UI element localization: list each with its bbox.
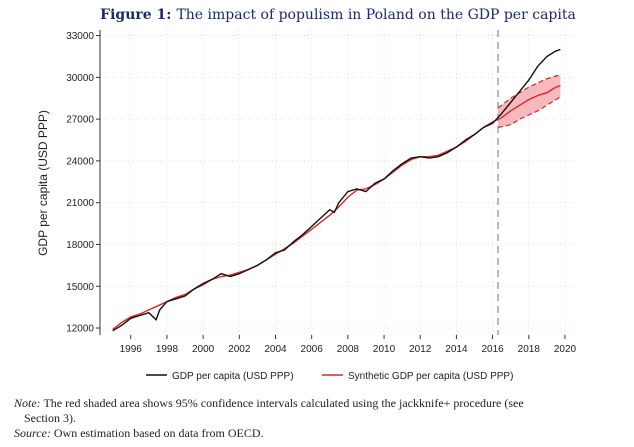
source-line: Source: Own estimation based on data fro… <box>14 426 624 441</box>
series-synthetic-gdp <box>112 85 561 330</box>
x-tick-label: 2002 <box>228 344 251 355</box>
y-tick-label: 12000 <box>66 324 94 335</box>
note-text-cont: Section 3). <box>24 411 76 425</box>
y-tick-label: 24000 <box>66 156 94 167</box>
y-ticks: 12000 15000 18000 21000 24000 27000 30000 33000 <box>66 31 100 335</box>
note-label: Note: <box>14 396 41 410</box>
x-tick-label: 1996 <box>120 344 143 355</box>
plot-area: 12000 15000 18000 21000 24000 27000 30000 33000… <box>66 30 577 355</box>
x-tick-label: 2006 <box>301 344 324 355</box>
source-text: Own estimation based on data from OECD. <box>53 426 264 440</box>
x-tick-label: 2004 <box>264 344 287 355</box>
x-tick-label: 2012 <box>409 344 432 355</box>
figure-notes: Note: The red shaded area shows 95% conf… <box>14 396 624 441</box>
x-tick-label: 2018 <box>518 344 541 355</box>
x-tick-label: 2000 <box>192 344 215 355</box>
y-tick-label: 33000 <box>66 31 94 42</box>
source-label: Source: <box>14 426 51 440</box>
x-tick-label: 2010 <box>373 344 396 355</box>
y-tick-label: 15000 <box>66 282 94 293</box>
x-ticks: 1996 1998 2000 2002 2004 2006 2008 2010 2012 2014… <box>120 335 577 355</box>
x-tick-label: 2008 <box>337 344 360 355</box>
x-tick-label: 2020 <box>554 344 577 355</box>
y-axis-label: GDP per capita (USD PPP) <box>36 110 50 256</box>
note-text: The red shaded area shows 95% confidence… <box>43 396 524 410</box>
plot-background <box>100 30 574 335</box>
legend-label-synthetic: Synthetic GDP per capita (USD PPP) <box>348 371 513 382</box>
confidence-band <box>498 74 561 128</box>
legend-label-actual: GDP per capita (USD PPP) <box>172 371 294 382</box>
y-tick-label: 27000 <box>66 115 94 126</box>
x-tick-label: 2014 <box>445 344 468 355</box>
figure-label: Figure 1: <box>100 7 171 23</box>
series-actual-gdp <box>112 48 561 332</box>
x-tick-label: 2016 <box>481 344 504 355</box>
note-line: Note: The red shaded area shows 95% conf… <box>14 396 624 411</box>
y-tick-label: 18000 <box>66 240 94 251</box>
note-line-cont: Section 3). <box>14 411 624 426</box>
figure-title: Figure 1: The impact of populism in Polan… <box>100 7 576 23</box>
x-tick-label: 1998 <box>156 344 179 355</box>
y-tick-label: 21000 <box>66 198 94 209</box>
y-tick-label: 30000 <box>66 73 94 84</box>
figure-title-text: The impact of populism in Poland on the … <box>176 7 575 23</box>
band-upper-line <box>497 74 561 109</box>
grid <box>100 30 574 335</box>
legend: GDP per capita (USD PPP) Synthetic GDP p… <box>146 371 513 382</box>
